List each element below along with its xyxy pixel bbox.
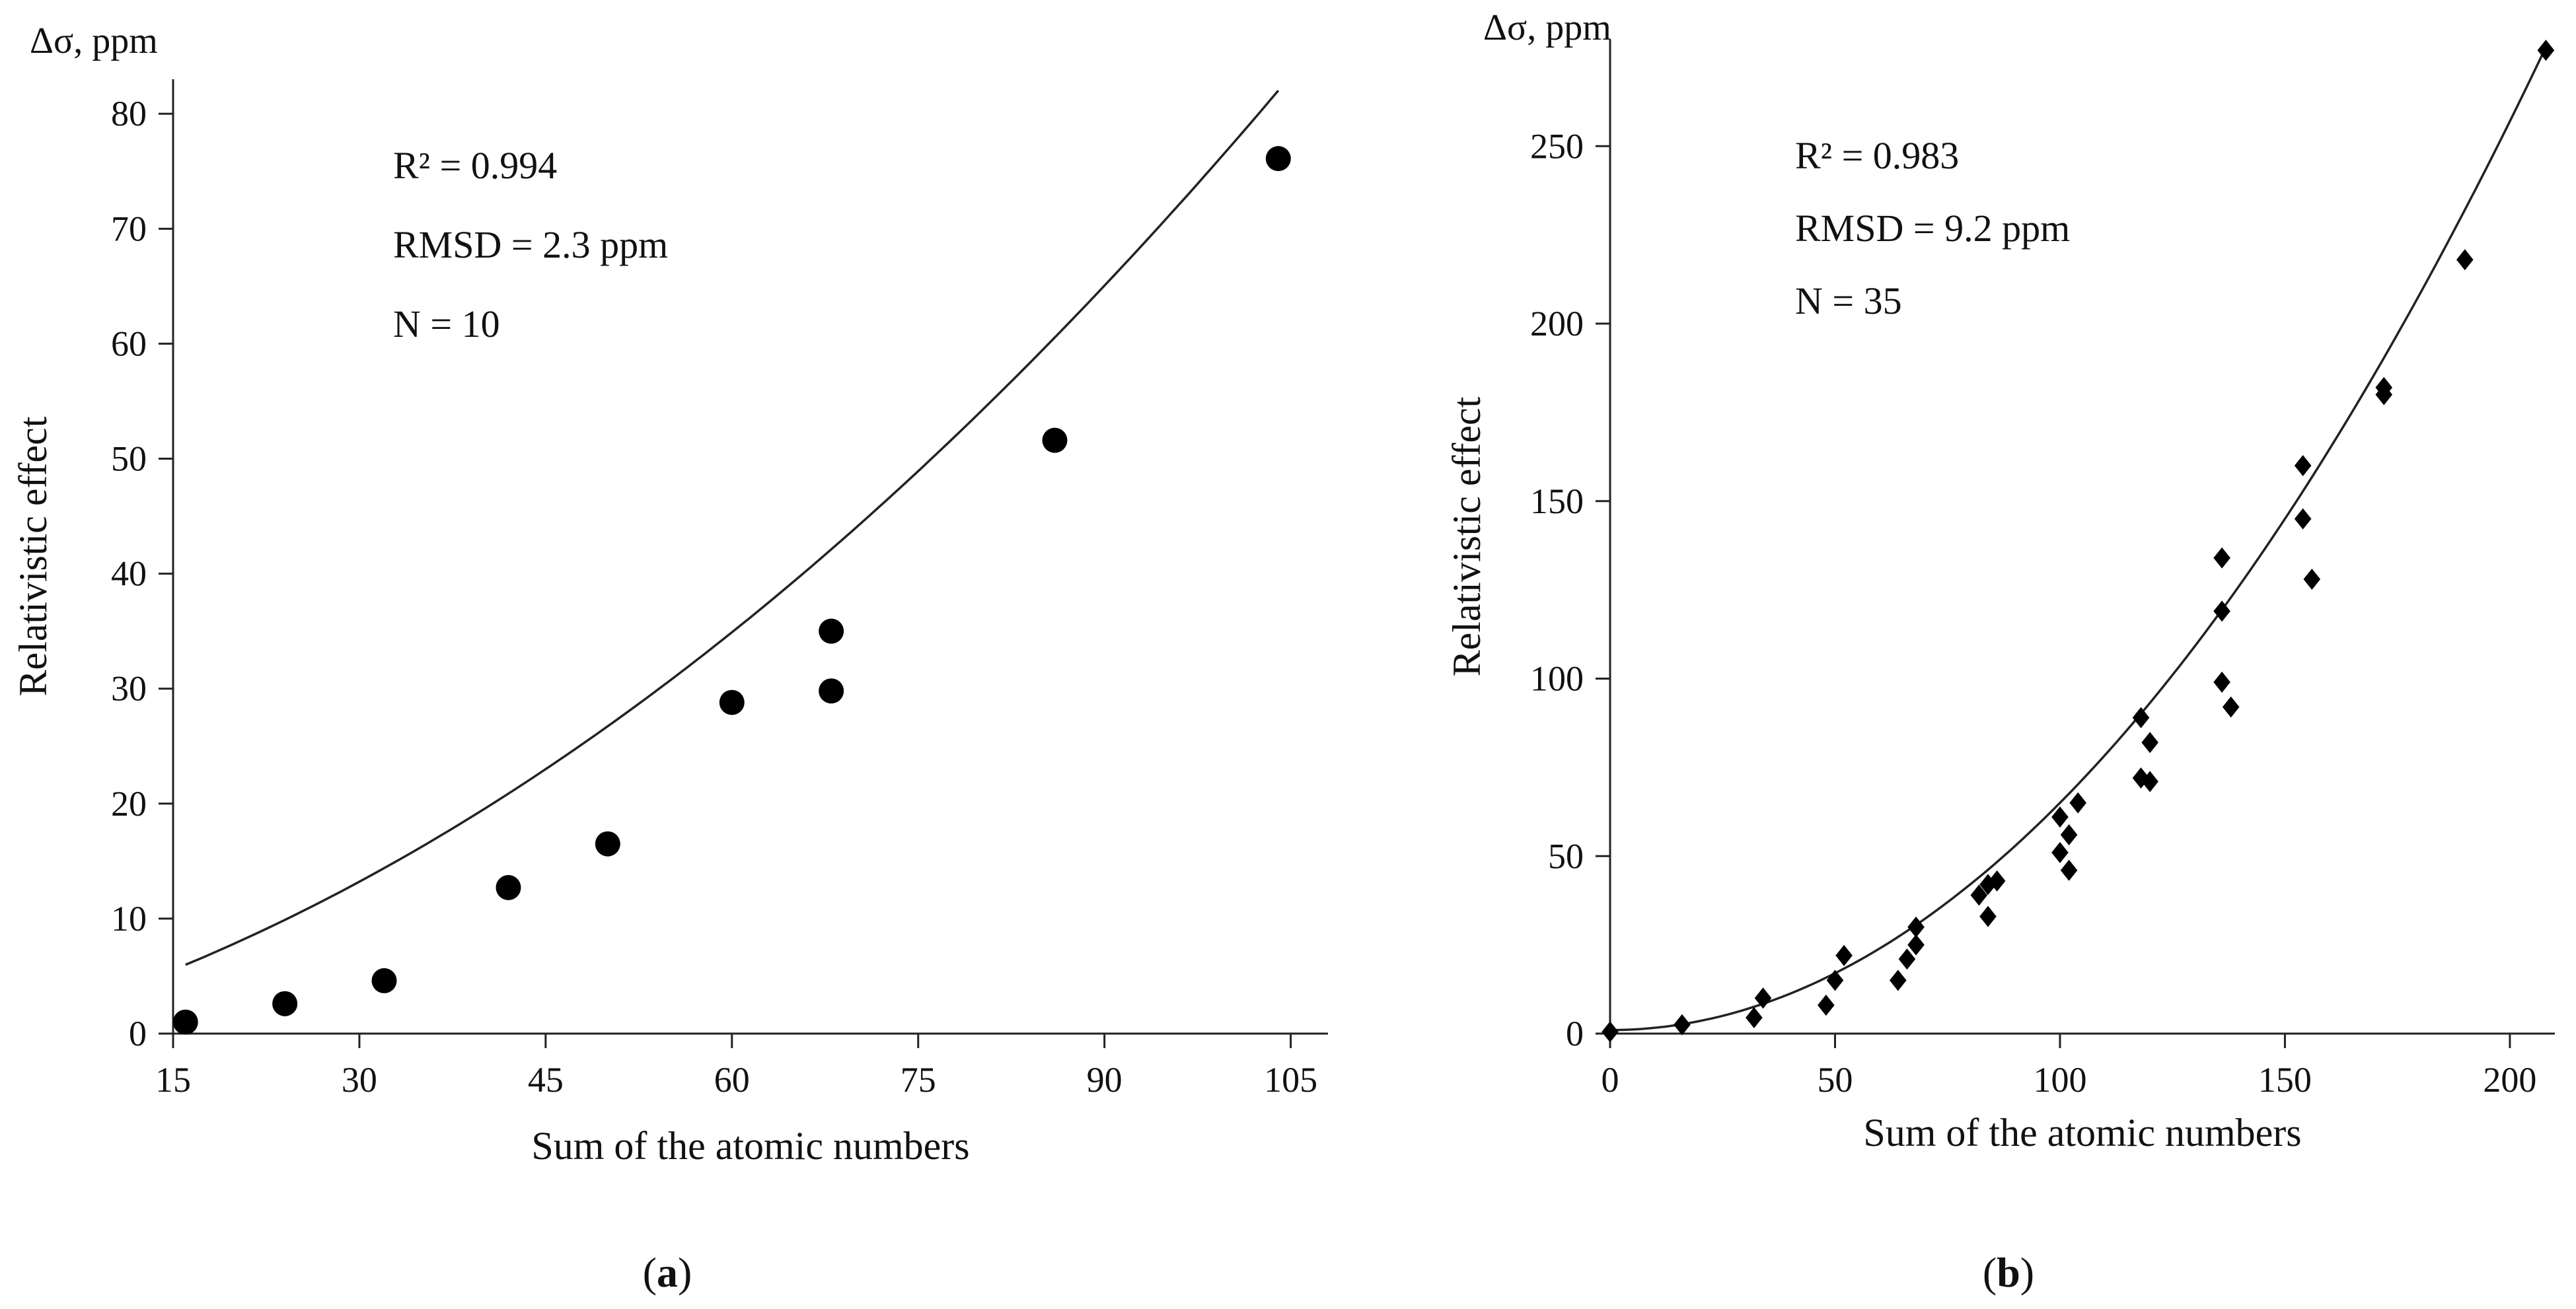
data-point bbox=[1754, 987, 1772, 1009]
data-point bbox=[719, 690, 745, 715]
data-point bbox=[272, 991, 298, 1016]
y-unit-label: Δσ, ppm bbox=[1483, 7, 1611, 48]
stat-annotation: N = 35 bbox=[1795, 279, 1902, 322]
data-point bbox=[2222, 696, 2240, 718]
panel-label: (b) bbox=[1983, 1249, 2034, 1296]
y-tick-label: 80 bbox=[111, 94, 147, 133]
y-axis-title: Relativistic effect bbox=[11, 416, 55, 696]
x-axis-title: Sum of the atomic numbers bbox=[1863, 1111, 2301, 1154]
y-tick-label: 150 bbox=[1530, 481, 1584, 521]
y-tick-label: 0 bbox=[129, 1014, 147, 1053]
data-point bbox=[2060, 859, 2078, 881]
x-tick-label: 75 bbox=[901, 1060, 936, 1100]
y-tick-label: 200 bbox=[1530, 304, 1584, 343]
data-point bbox=[1042, 427, 1068, 453]
data-point bbox=[2213, 671, 2230, 693]
y-tick-label: 250 bbox=[1530, 126, 1584, 166]
data-point bbox=[819, 678, 844, 704]
data-point bbox=[1898, 948, 1916, 970]
data-point bbox=[1907, 934, 1925, 956]
fit-curve bbox=[185, 89, 1280, 966]
data-point bbox=[496, 874, 521, 900]
data-point bbox=[2051, 841, 2069, 863]
stat-annotation: RMSD = 2.3 ppm bbox=[393, 223, 668, 266]
y-tick-label: 10 bbox=[111, 899, 147, 938]
chart-panel-a: 15 30 45 60 75 90 105 0 10 20 30 40 50 60 70 80 Δσ, ppm S… bbox=[11, 20, 1328, 1296]
stat-annotation: R² = 0.983 bbox=[1795, 134, 1959, 177]
data-point bbox=[2456, 249, 2474, 271]
y-tick-label: 40 bbox=[111, 554, 147, 594]
data-point bbox=[1907, 916, 1925, 938]
data-point bbox=[2141, 732, 2158, 754]
data-point bbox=[1988, 870, 2006, 892]
y-tick-label: 50 bbox=[111, 439, 147, 479]
data-point bbox=[2213, 547, 2230, 569]
data-point bbox=[2294, 455, 2312, 476]
x-axis-title: Sum of the atomic numbers bbox=[531, 1124, 969, 1168]
y-tick-label: 100 bbox=[1530, 659, 1584, 699]
x-tick-label: 60 bbox=[714, 1060, 750, 1100]
data-point bbox=[1979, 905, 1997, 927]
x-tick-label: 45 bbox=[528, 1060, 564, 1100]
data-point bbox=[2060, 824, 2078, 845]
data-point bbox=[1265, 146, 1291, 172]
data-point bbox=[2537, 40, 2555, 61]
stat-annotation: RMSD = 9.2 ppm bbox=[1795, 207, 2070, 250]
x-tick-label: 90 bbox=[1087, 1060, 1122, 1100]
data-point bbox=[1674, 1014, 1691, 1036]
data-point bbox=[2294, 508, 2312, 530]
fit-curve bbox=[1609, 46, 2547, 1032]
x-tick-label: 30 bbox=[342, 1060, 377, 1100]
data-point bbox=[1890, 970, 1907, 991]
panel-label: (a) bbox=[643, 1249, 692, 1296]
y-tick-label: 30 bbox=[111, 669, 147, 709]
data-point bbox=[1746, 1007, 1763, 1028]
x-tick-label: 0 bbox=[1601, 1060, 1619, 1100]
data-point bbox=[595, 831, 620, 857]
data-point bbox=[2213, 600, 2230, 622]
data-point bbox=[2141, 771, 2158, 793]
data-point bbox=[1835, 944, 1853, 966]
y-tick-label: 20 bbox=[111, 784, 147, 824]
data-point bbox=[819, 618, 844, 644]
x-tick-label: 15 bbox=[155, 1060, 191, 1100]
data-point bbox=[2132, 707, 2150, 728]
data-point bbox=[2051, 806, 2069, 828]
x-tick-label: 105 bbox=[1264, 1060, 1317, 1100]
data-point bbox=[2069, 792, 2086, 814]
y-axis-title: Relativistic effect bbox=[1445, 396, 1489, 676]
data-point bbox=[371, 968, 397, 993]
x-tick-label: 50 bbox=[1817, 1060, 1853, 1100]
data-point bbox=[172, 1009, 198, 1035]
chart-panel-b: 0 50 100 150 200 0 50 100 150 200 250 Δσ, ppm Sum of… bbox=[1445, 7, 2555, 1296]
y-tick-label: 70 bbox=[111, 209, 147, 248]
y-unit-label: Δσ, ppm bbox=[30, 20, 158, 61]
x-tick-label: 150 bbox=[2258, 1060, 2312, 1100]
x-tick-label: 100 bbox=[2033, 1060, 2086, 1100]
y-tick-label: 60 bbox=[111, 324, 147, 363]
stat-annotation: R² = 0.994 bbox=[393, 144, 557, 187]
data-point bbox=[2303, 569, 2321, 590]
data-point bbox=[1970, 884, 1988, 906]
stat-annotation: N = 10 bbox=[393, 302, 500, 345]
data-point bbox=[1601, 1021, 1619, 1043]
data-point bbox=[1826, 970, 1844, 991]
data-point bbox=[1818, 995, 1835, 1016]
y-tick-label: 0 bbox=[1566, 1014, 1584, 1053]
data-point bbox=[2375, 376, 2393, 398]
x-tick-label: 200 bbox=[2483, 1060, 2536, 1100]
y-tick-label: 50 bbox=[1548, 836, 1584, 876]
